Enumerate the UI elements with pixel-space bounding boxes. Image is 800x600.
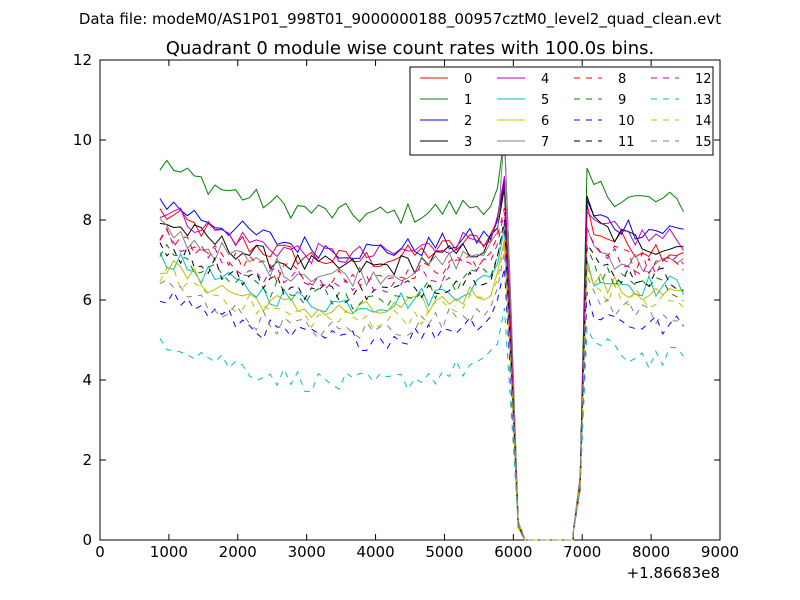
x-tick-label: 4000 (356, 543, 394, 561)
x-tick-label: 5000 (425, 543, 463, 561)
legend-label-4: 4 (541, 72, 549, 87)
series-line-6 (159, 239, 684, 541)
series-line-7 (159, 131, 684, 541)
x-tick-label: 7000 (563, 543, 601, 561)
legend-label-8: 8 (618, 72, 626, 87)
legend-label-2: 2 (464, 114, 472, 129)
series-line-9 (159, 223, 684, 541)
legend-label-1: 1 (464, 93, 472, 108)
legend-label-15: 15 (695, 135, 712, 150)
series-line-12 (159, 211, 684, 541)
legend-label-13: 13 (695, 93, 712, 108)
series-line-4 (159, 175, 684, 541)
series-line-14 (159, 243, 684, 541)
legend-label-10: 10 (618, 114, 635, 129)
x-tick-label: 3000 (288, 543, 326, 561)
legend-label-12: 12 (695, 72, 712, 87)
x-tick-label: 8000 (632, 543, 670, 561)
chart-title: Quadrant 0 module wise count rates with … (166, 38, 655, 59)
y-tick-label: 2 (82, 451, 92, 469)
legend-label-5: 5 (541, 93, 549, 108)
x-tick-label: 6000 (494, 543, 532, 561)
series-line-15 (159, 251, 684, 541)
x-offset-label: +1.86683e8 (627, 564, 720, 582)
y-tick-label: 10 (73, 131, 92, 149)
x-tick-label: 1000 (150, 543, 188, 561)
legend-label-14: 14 (695, 114, 712, 129)
suptitle: Data file: modeM0/AS1P01_998T01_90000001… (79, 10, 721, 29)
legend-label-3: 3 (464, 135, 472, 150)
legend-label-6: 6 (541, 114, 549, 129)
plot-area: 0 1000 2000 3000 4000 5000 6000 7000 8000 9000 0 2 4… (73, 51, 739, 561)
legend-label-11: 11 (618, 135, 635, 150)
series-line-2 (159, 179, 684, 541)
series-line-1 (159, 135, 684, 541)
y-tick-label: 4 (82, 371, 92, 389)
series-line-11 (159, 219, 684, 541)
x-tick-label: 2000 (219, 543, 257, 561)
y-tick-label: 6 (82, 291, 92, 309)
legend-label-0: 0 (464, 72, 472, 87)
y-tick-label: 0 (82, 531, 92, 549)
x-tick-label: 9000 (701, 543, 739, 561)
x-tick-label: 0 (95, 543, 105, 561)
series-line-13 (159, 307, 684, 541)
y-tick-label: 8 (82, 211, 92, 229)
series-line-8 (159, 207, 684, 541)
legend-label-9: 9 (618, 93, 626, 108)
series-line-5 (159, 227, 684, 541)
y-tick-label: 12 (73, 51, 92, 69)
series-line-0 (159, 183, 684, 541)
legend-label-7: 7 (541, 135, 549, 150)
legend-frame (409, 66, 714, 156)
